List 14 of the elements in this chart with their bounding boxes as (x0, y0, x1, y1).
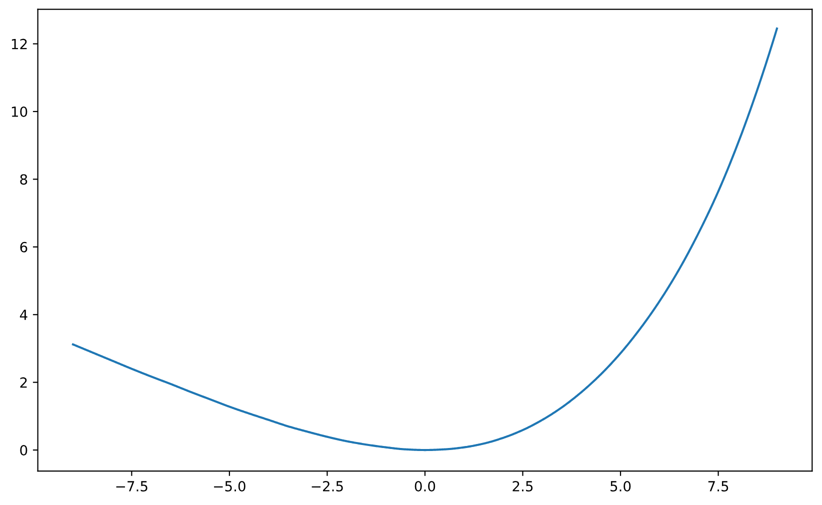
y-tick-label: 10 (12, 106, 28, 117)
y-tick-label: 0 (20, 444, 28, 456)
x-tick-label: 2.5 (512, 480, 533, 492)
y-tick-label: 4 (20, 310, 28, 320)
x-tick-label: −2.5 (312, 480, 343, 492)
x-tick-label: 0.0 (414, 480, 436, 492)
y-tick-label: 12 (12, 38, 27, 50)
x-tick-label: −7.5 (116, 481, 148, 492)
y-tick-label: 8 (20, 174, 28, 185)
y-tick-label: 2 (20, 377, 27, 388)
x-tick-label: −5.0 (214, 480, 246, 492)
x-tick-label: 7.5 (708, 481, 728, 492)
y-tick-label: 6 (20, 242, 28, 252)
x-tick-label: 5.0 (610, 480, 631, 492)
